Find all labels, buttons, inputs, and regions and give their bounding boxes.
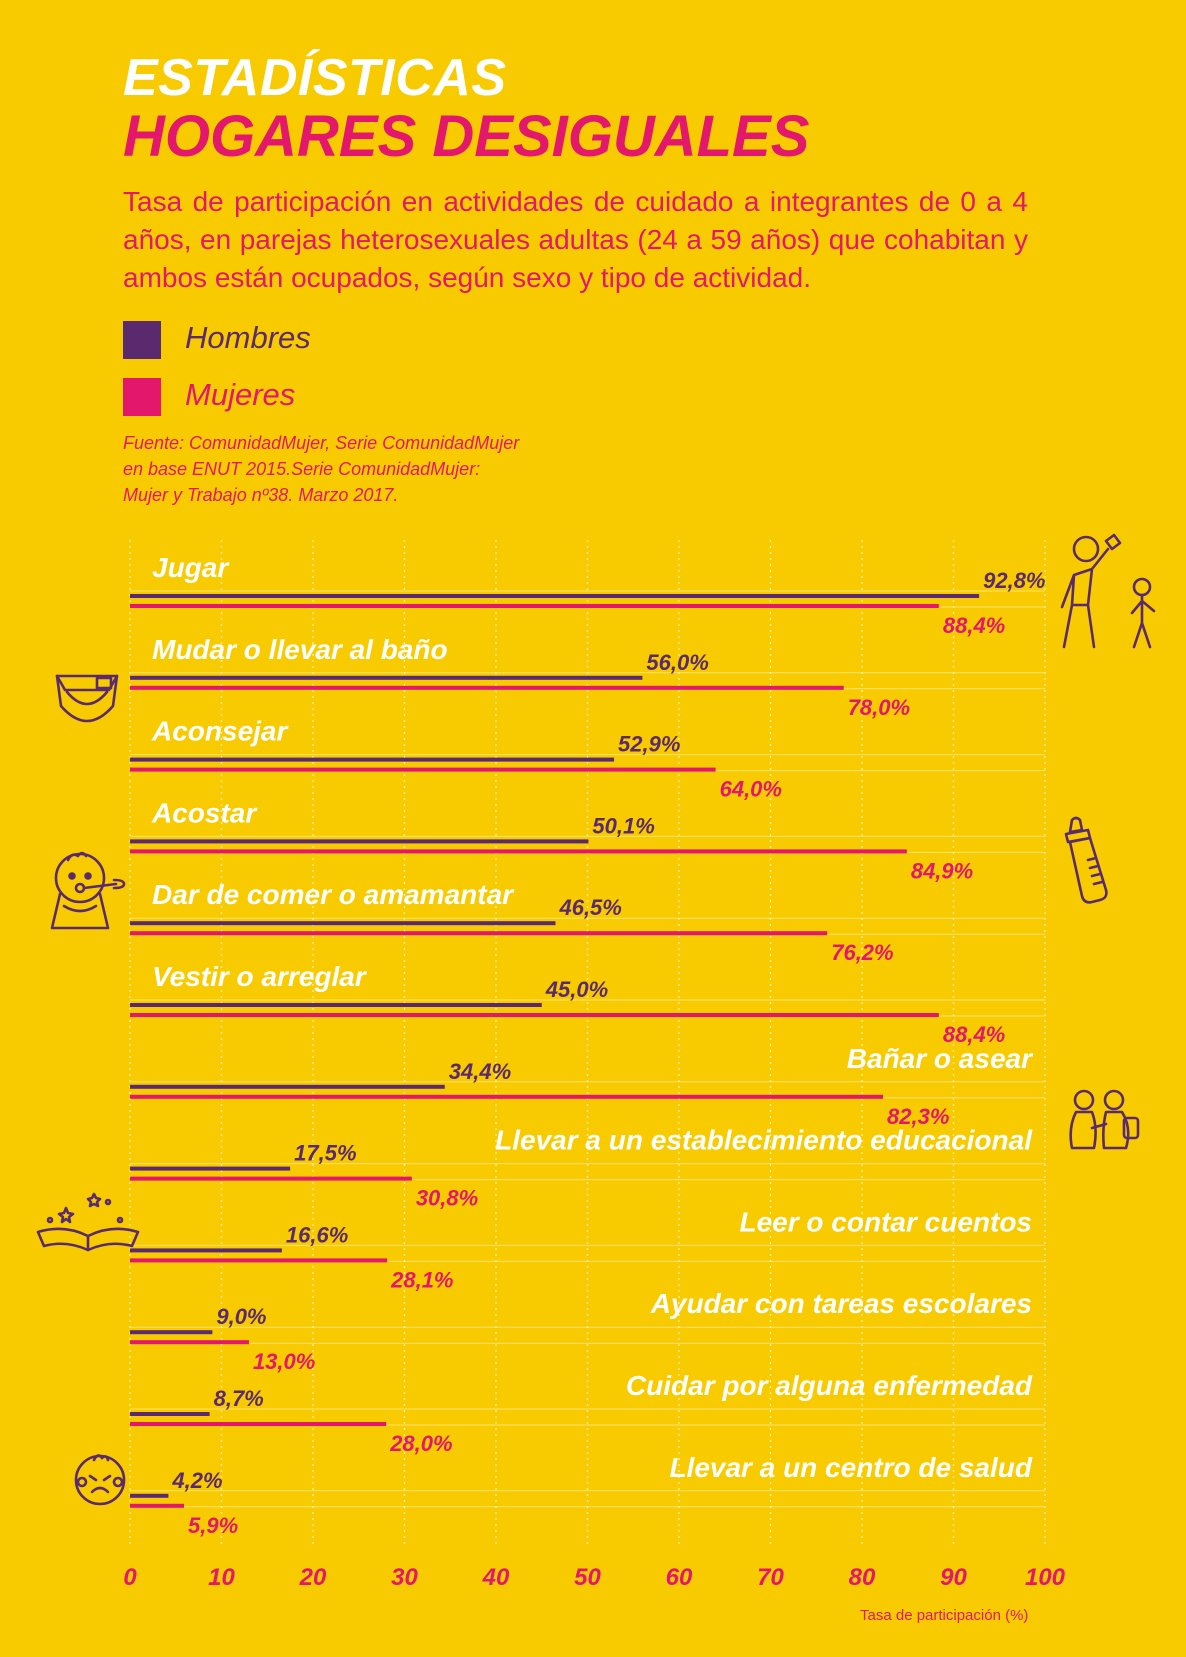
category-label: Aconsejar	[151, 716, 289, 747]
x-tick-label: 30	[391, 1564, 418, 1591]
data-label-hombres: 16,6%	[286, 1222, 348, 1247]
bar-mujeres	[130, 767, 716, 772]
bar-mujeres	[130, 931, 828, 936]
data-label-mujeres: 88,4%	[943, 613, 1005, 638]
bar-mujeres	[130, 604, 939, 608]
data-label-mujeres: 88,4%	[943, 1022, 1005, 1047]
bar-mujeres	[130, 849, 907, 854]
storybook-icon	[36, 1192, 140, 1252]
x-tick-label: 70	[757, 1564, 784, 1591]
bar-mujeres	[130, 1340, 249, 1345]
category-label: Dar de comer o amamantar	[152, 879, 515, 910]
bar-mujeres	[130, 1422, 387, 1426]
bar-hombres	[130, 1330, 213, 1335]
source-line2: en base ENUT 2015.Serie ComunidadMujer:	[123, 459, 481, 479]
bar-hombres	[130, 675, 643, 680]
bar-hombres	[130, 1003, 542, 1007]
data-label-hombres: 56,0%	[646, 650, 708, 675]
bar-mujeres	[130, 685, 844, 690]
x-tick-label: 60	[666, 1564, 693, 1591]
legend-label-hombres: Hombres	[185, 320, 311, 355]
data-label-mujeres: 82,3%	[887, 1104, 949, 1129]
school-children-icon	[1069, 1089, 1140, 1150]
x-tick-label: 40	[482, 1564, 510, 1591]
bar-hombres	[130, 1493, 169, 1498]
playing-parent-child-icon	[1060, 533, 1156, 649]
data-label-mujeres: 5,9%	[188, 1513, 238, 1538]
data-label-hombres: 8,7%	[214, 1386, 264, 1411]
category-label: Mudar o llevar al baño	[152, 634, 448, 665]
category-label: Bañar o asear	[847, 1043, 1034, 1074]
category-label: Ayudar con tareas escolares	[650, 1288, 1032, 1319]
data-label-hombres: 17,5%	[294, 1141, 356, 1166]
bar-mujeres	[130, 1503, 184, 1508]
title-line2: HOGARES DESIGUALES	[123, 104, 810, 169]
source-line3: Mujer y Trabajo nº38. Marzo 2017.	[123, 485, 399, 505]
category-label: Acostar	[151, 797, 258, 828]
x-tick-label: 100	[1025, 1564, 1066, 1591]
data-label-mujeres: 13,0%	[253, 1349, 315, 1374]
category-label: Llevar a un centro de salud	[669, 1452, 1032, 1483]
baby-eating-icon	[50, 851, 126, 930]
category-label: Cuidar por alguna enfermedad	[626, 1370, 1033, 1401]
bar-mujeres	[130, 1094, 884, 1099]
category-label: Llevar a un establecimiento educacional	[495, 1125, 1033, 1156]
bar-mujeres	[130, 1013, 939, 1017]
data-label-mujeres: 28,0%	[389, 1431, 452, 1456]
legend-label-mujeres: Mujeres	[185, 377, 296, 412]
bar-hombres	[130, 1248, 282, 1253]
category-label: Vestir o arreglar	[152, 961, 368, 992]
data-label-hombres: 34,4%	[449, 1059, 511, 1084]
data-label-mujeres: 30,8%	[416, 1186, 478, 1211]
data-label-mujeres: 76,2%	[831, 940, 893, 965]
x-axis-title: Tasa de participación (%)	[860, 1607, 1029, 1624]
bar-hombres	[130, 839, 589, 844]
data-label-hombres: 4,2%	[171, 1468, 222, 1493]
bar-mujeres	[130, 1176, 412, 1181]
data-label-hombres: 50,1%	[592, 813, 654, 838]
legend-swatch-mujeres	[123, 378, 161, 416]
bar-hombres	[130, 1412, 210, 1416]
x-tick-label: 10	[208, 1564, 235, 1591]
source-note: Fuente: ComunidadMujer, Serie ComunidadM…	[123, 430, 683, 508]
category-label: Jugar	[152, 552, 230, 583]
data-label-mujeres: 28,1%	[390, 1267, 453, 1292]
bar-hombres	[130, 757, 615, 762]
data-label-hombres: 45,0%	[545, 977, 608, 1002]
data-label-mujeres: 78,0%	[848, 695, 910, 720]
bar-hombres	[130, 1084, 445, 1089]
x-tick-label: 50	[574, 1564, 601, 1591]
x-tick-label: 80	[849, 1564, 876, 1591]
subtitle: Tasa de participación en actividades de …	[123, 186, 1028, 293]
bar-hombres	[130, 921, 556, 926]
x-tick-label: 0	[123, 1564, 137, 1591]
data-label-hombres: 92,8%	[983, 568, 1045, 593]
baby-bottle-icon	[1064, 816, 1108, 904]
data-label-hombres: 46,5%	[558, 895, 621, 920]
data-label-mujeres: 64,0%	[720, 777, 782, 802]
source-line1: Fuente: ComunidadMujer, Serie ComunidadM…	[123, 433, 520, 453]
diaper-icon	[55, 674, 119, 723]
bar-hombres	[130, 594, 980, 598]
category-label: Leer o contar cuentos	[739, 1206, 1032, 1237]
bar-mujeres	[130, 1258, 388, 1263]
data-label-hombres: 52,9%	[618, 732, 680, 757]
bar-hombres	[130, 1166, 291, 1171]
data-label-mujeres: 84,9%	[911, 858, 973, 883]
data-label-hombres: 9,0%	[216, 1304, 266, 1329]
x-tick-label: 20	[299, 1564, 327, 1591]
title-line1: ESTADÍSTICAS	[123, 49, 507, 107]
sick-baby-icon	[74, 1454, 126, 1506]
x-tick-label: 90	[940, 1564, 967, 1591]
legend-swatch-hombres	[123, 321, 161, 359]
